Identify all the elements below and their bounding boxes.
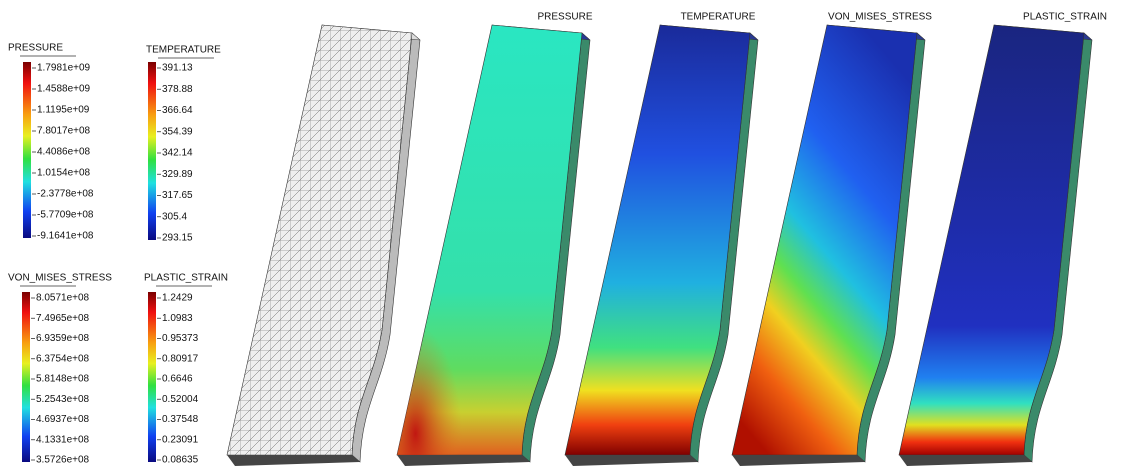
slab-bottom xyxy=(565,455,698,466)
legend-label: 6.9359e+08 xyxy=(36,333,90,344)
legend-label: 1.0154e+08 xyxy=(37,168,91,179)
legend-label: 366.64 xyxy=(162,105,193,116)
legend-title: PRESSURE xyxy=(8,43,63,54)
slab-bottom xyxy=(899,455,1032,466)
legend-label: 1.1195e+09 xyxy=(37,105,90,116)
legend-label: -2.3778e+08 xyxy=(37,189,94,200)
slab xyxy=(732,25,925,466)
legend-label: 378.88 xyxy=(162,84,193,95)
legend-label: -5.7709e+08 xyxy=(37,210,94,221)
view-title: PRESSURE xyxy=(537,12,592,23)
slab-bottom xyxy=(227,455,360,466)
legend-label: 4.6937e+08 xyxy=(36,414,90,425)
legend-label: 1.2429 xyxy=(162,293,193,304)
legend-label: 7.8017e+08 xyxy=(37,126,91,137)
slab-front xyxy=(565,25,750,455)
colorbar xyxy=(22,292,30,462)
legend-label: 0.23091 xyxy=(162,434,199,445)
slab xyxy=(227,25,420,466)
legend-label: 5.2543e+08 xyxy=(36,394,90,405)
legend-label: -9.1641e+08 xyxy=(37,231,94,242)
legend-label: 317.65 xyxy=(162,190,193,201)
legend-label: 0.80917 xyxy=(162,353,199,364)
legend-label: 293.15 xyxy=(162,233,193,244)
legend-label: 3.5726e+08 xyxy=(36,455,90,466)
view-titles: PRESSURE TEMPERATURE VON_MISES_STRESS PLAST… xyxy=(537,12,1106,23)
legend-label: 305.4 xyxy=(162,211,187,222)
slab-bottom xyxy=(732,455,865,466)
legend-label: 1.4588e+09 xyxy=(37,84,91,95)
legend-label: 0.08635 xyxy=(162,455,199,466)
legend-label: 0.6646 xyxy=(162,374,193,385)
slab xyxy=(565,25,758,466)
hot-spot xyxy=(397,25,582,455)
colorbar xyxy=(23,62,31,238)
legend-label: 0.52004 xyxy=(162,394,199,405)
legend-title: TEMPERATURE xyxy=(146,45,221,56)
colorbar xyxy=(148,292,156,462)
view-title: TEMPERATURE xyxy=(681,12,756,23)
legends: PRESSURE 1.7981e+09 1.4588e+09 1.1195e+09 7.… xyxy=(8,43,228,466)
slab xyxy=(397,25,590,466)
legend-label: 1.0983 xyxy=(162,313,193,324)
slab-front xyxy=(227,25,412,455)
legend-label: 1.7981e+09 xyxy=(37,63,91,74)
slabs xyxy=(227,25,1092,466)
view-title: VON_MISES_STRESS xyxy=(828,12,932,23)
legend-label: 6.3754e+08 xyxy=(36,353,90,364)
legend-label: 0.95373 xyxy=(162,333,199,344)
colorbar xyxy=(148,62,156,240)
slab xyxy=(899,25,1092,466)
legend-label: 4.1331e+08 xyxy=(36,434,90,445)
slab-front xyxy=(732,25,917,455)
legend-label: 7.4965e+08 xyxy=(36,313,90,324)
legend-title: PLASTIC_STRAIN xyxy=(144,273,228,284)
view-title: PLASTIC_STRAIN xyxy=(1023,12,1107,23)
legend-label: 4.4086e+08 xyxy=(37,147,91,158)
legend-title: VON_MISES_STRESS xyxy=(8,273,112,284)
legend-label: 354.39 xyxy=(162,126,193,137)
slab-bottom xyxy=(397,455,530,466)
legend-label: 342.14 xyxy=(162,148,193,159)
legend-label: 329.89 xyxy=(162,169,193,180)
legend-label: 5.8148e+08 xyxy=(36,374,90,385)
legend-label: 8.0571e+08 xyxy=(36,293,90,304)
figure: PRESSURE 1.7981e+09 1.4588e+09 1.1195e+09 7.… xyxy=(0,0,1135,473)
legend-label: 0.37548 xyxy=(162,414,199,425)
slab-front xyxy=(899,25,1084,455)
legend-label: 391.13 xyxy=(162,63,193,74)
